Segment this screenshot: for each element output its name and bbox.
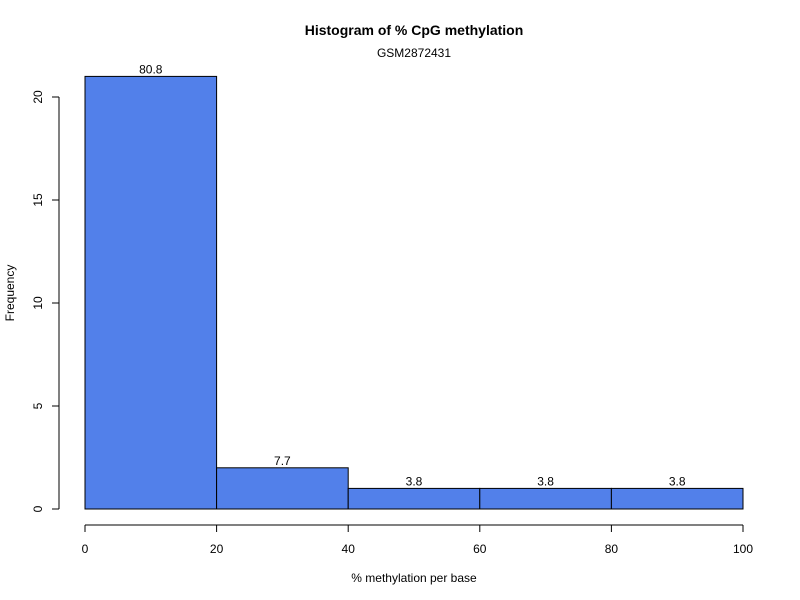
x-tick-label-1: 20 <box>210 542 224 556</box>
bar-value-label-1: 7.7 <box>274 454 291 468</box>
y-axis-label: Frequency <box>3 265 17 322</box>
x-tick-label-0: 0 <box>82 542 89 556</box>
y-tick-label-3: 15 <box>31 193 45 207</box>
y-axis: 0 5 10 15 20 <box>31 90 60 512</box>
y-tick-label-2: 10 <box>31 296 45 310</box>
bar-value-label-3: 3.8 <box>537 474 554 488</box>
y-tick-label-4: 20 <box>31 90 45 104</box>
bar-value-label-2: 3.8 <box>406 474 423 488</box>
bar-value-label-4: 3.8 <box>669 474 686 488</box>
x-tick-label-5: 100 <box>733 542 753 556</box>
bar-value-label-0: 80.8 <box>139 62 163 76</box>
histogram-bar-0 <box>84 75 218 510</box>
histogram-bar-4 <box>610 487 744 510</box>
bars-group <box>84 75 744 510</box>
x-tick-label-4: 80 <box>605 542 619 556</box>
x-axis-label: % methylation per base <box>351 571 477 585</box>
bar-labels-group: 80.8 7.7 3.8 3.8 3.8 <box>139 62 686 488</box>
y-tick-label-0: 0 <box>31 505 45 512</box>
histogram-bar-3 <box>479 487 612 510</box>
histogram-bar-2 <box>347 487 481 510</box>
x-tick-label-2: 40 <box>342 542 356 556</box>
x-tick-label-3: 60 <box>473 542 487 556</box>
chart-subtitle: GSM2872431 <box>377 46 451 60</box>
chart-title: Histogram of % CpG methylation <box>305 22 524 38</box>
x-axis: 0 20 40 60 80 100 <box>82 524 753 556</box>
histogram-bar-1 <box>216 467 349 510</box>
y-tick-label-1: 5 <box>31 402 45 409</box>
